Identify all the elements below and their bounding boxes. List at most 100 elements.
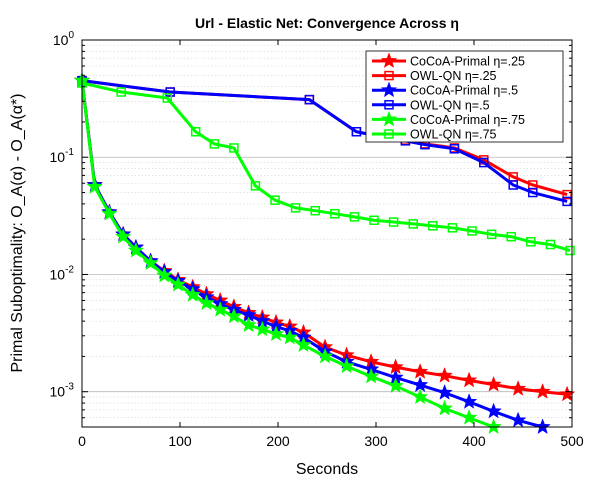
data-point	[485, 376, 502, 392]
data-point	[330, 208, 340, 219]
data-point	[461, 393, 477, 409]
data-point	[485, 403, 502, 419]
legend-label: OWL-QN η=.75	[410, 128, 497, 142]
data-point	[270, 195, 280, 205]
data-point	[565, 245, 575, 256]
data-point	[461, 409, 477, 425]
x-tick-label: 0	[78, 433, 86, 449]
data-point	[510, 380, 526, 396]
data-point	[508, 180, 518, 190]
data-point	[162, 93, 173, 103]
legend-label: CoCoA-Primal η=.5	[410, 84, 518, 98]
data-point	[510, 412, 526, 428]
data-point	[170, 276, 186, 292]
data-point	[506, 231, 516, 242]
data-point	[562, 189, 572, 200]
data-point	[165, 87, 175, 97]
series-layer	[74, 72, 575, 434]
data-point	[156, 267, 173, 283]
legend-marker	[381, 52, 397, 68]
data-point	[142, 254, 159, 270]
y-tick-label: 10-2	[50, 264, 75, 282]
data-point	[349, 212, 360, 222]
data-point	[387, 377, 404, 393]
data-point	[128, 242, 144, 258]
legend-marker	[384, 70, 394, 81]
legend-label: OWL-QN η=.5	[410, 98, 490, 112]
data-point	[408, 219, 418, 229]
data-point	[412, 388, 428, 404]
data-point	[559, 386, 575, 402]
data-point	[485, 418, 502, 434]
data-point	[436, 384, 453, 400]
data-point	[351, 126, 362, 137]
data-point	[229, 143, 239, 153]
data-point	[412, 363, 428, 379]
data-point	[295, 336, 312, 352]
data-point	[412, 376, 428, 392]
data-point	[428, 221, 438, 231]
legend-entry: OWL-QN η=.25	[372, 69, 497, 83]
data-point	[268, 325, 284, 341]
data-point	[363, 368, 379, 384]
legend-label: CoCoA-Primal η=.75	[410, 113, 525, 127]
data-point	[254, 321, 271, 337]
data-point	[436, 367, 453, 383]
series-line	[81, 81, 571, 252]
y-tick-label: 10-1	[50, 147, 75, 165]
grid	[82, 45, 572, 428]
data-point	[115, 228, 132, 244]
y-tick-label: 10-3	[50, 382, 75, 400]
data-point	[290, 203, 301, 213]
legend-marker	[381, 81, 397, 97]
data-point	[190, 126, 201, 137]
legend-entry: CoCoA-Primal η=.5	[372, 81, 518, 98]
legend-entry: CoCoA-Primal η=.25	[372, 52, 525, 69]
legend-marker	[384, 100, 394, 110]
y-tick-label: 100	[53, 30, 75, 48]
ticks	[81, 40, 573, 428]
data-point	[101, 205, 118, 221]
legend-entry: OWL-QN η=.5	[372, 98, 490, 112]
data-point	[317, 348, 333, 364]
data-point	[562, 196, 572, 207]
data-point	[436, 400, 453, 416]
data-point	[116, 87, 126, 97]
legend-marker	[384, 129, 394, 139]
legend-box	[365, 50, 564, 143]
legend-label: CoCoA-Primal η=.25	[410, 55, 525, 69]
data-point	[545, 239, 556, 250]
x-tick-labels: 0 100 200 300 400 500	[78, 433, 584, 449]
data-point	[388, 217, 399, 227]
legend-label: OWL-QN η=.25	[410, 69, 497, 83]
data-point	[526, 237, 536, 247]
data-point	[250, 181, 261, 191]
data-point	[212, 301, 229, 317]
y-tick-labels: 100 10-1 10-2 10-3	[50, 30, 75, 400]
data-point	[461, 372, 477, 388]
data-point	[449, 144, 460, 154]
data-point	[226, 308, 242, 323]
data-point	[198, 294, 215, 310]
x-axis-label: Seconds	[296, 461, 358, 478]
series-6	[77, 78, 575, 256]
data-point	[338, 357, 355, 373]
legend-entry: CoCoA-Primal η=.75	[372, 111, 525, 127]
data-point	[209, 139, 220, 149]
series-5	[74, 72, 502, 434]
x-tick-label: 500	[560, 433, 584, 449]
data-point	[486, 229, 497, 240]
data-point	[281, 329, 298, 345]
data-point	[528, 187, 538, 198]
data-point	[86, 178, 103, 194]
data-point	[369, 215, 379, 226]
data-point	[447, 223, 458, 233]
x-tick-label: 100	[168, 433, 192, 449]
x-tick-label: 200	[266, 433, 290, 449]
legend-marker	[381, 111, 397, 127]
data-point	[534, 383, 551, 399]
data-point	[304, 94, 315, 105]
x-tick-label: 400	[462, 433, 486, 449]
